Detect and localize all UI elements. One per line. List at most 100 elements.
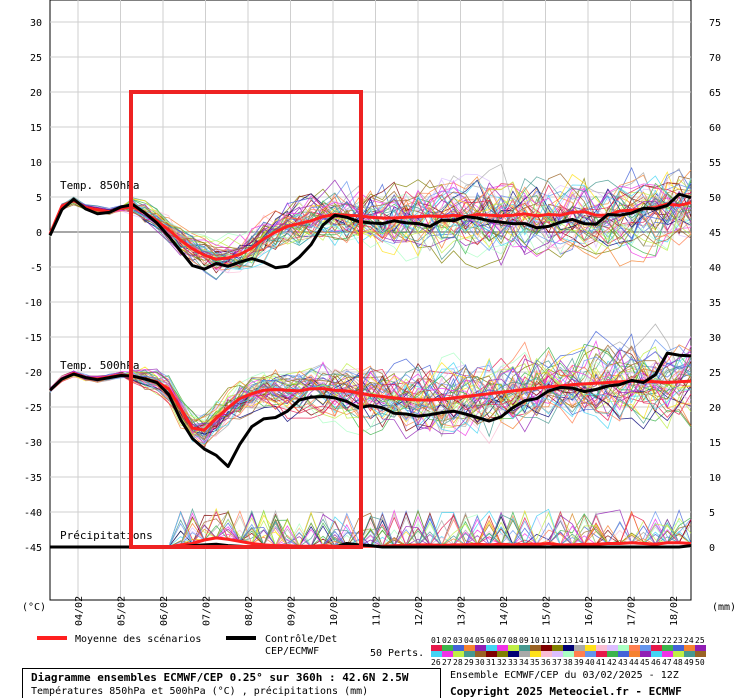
pert-swatch bbox=[563, 645, 574, 651]
pert-label: 32 bbox=[497, 658, 507, 667]
pert-swatch bbox=[695, 651, 706, 657]
pert-swatch bbox=[673, 645, 684, 651]
left-axis-unit: (°C) bbox=[22, 602, 46, 613]
title-box: Diagramme ensembles ECMWF/CEP 0.25° sur … bbox=[22, 668, 441, 698]
legend-mean-label: Moyenne des scénarios bbox=[75, 633, 201, 645]
pert-label: 39 bbox=[574, 658, 584, 667]
plot-area bbox=[49, 0, 692, 601]
pert-label: 04 bbox=[464, 636, 474, 645]
ensemble-member-line bbox=[49, 349, 692, 434]
right-tick-label: 30 bbox=[709, 333, 721, 344]
control-line-t850 bbox=[48, 192, 692, 271]
pert-label: 40 bbox=[585, 658, 595, 667]
left-axis: 30 25 20 15 10 5 0 -5 -10 -15 -20 -25 -30 -35 -40 -45 bbox=[24, 18, 42, 554]
pert-swatch bbox=[519, 651, 530, 657]
pert-swatch bbox=[563, 651, 574, 657]
pert-label: 50 bbox=[695, 658, 705, 667]
x-axis: 04/02 05/02 06/02 07/02 08/02 09/02 10/02 11/02… bbox=[74, 596, 680, 626]
pert-swatch bbox=[486, 645, 497, 651]
pert-swatch bbox=[541, 651, 552, 657]
pert-swatch bbox=[640, 645, 651, 651]
left-tick-label: -40 bbox=[24, 508, 42, 519]
left-tick-label: -20 bbox=[24, 368, 42, 379]
right-tick-label: 70 bbox=[709, 53, 721, 64]
pert-swatch bbox=[442, 645, 453, 651]
pert-label: 17 bbox=[607, 636, 617, 645]
legend-control-label-1: Contrôle/Det bbox=[265, 633, 337, 645]
pert-label: 48 bbox=[673, 658, 683, 667]
pert-label: 25 bbox=[695, 636, 705, 645]
pert-swatch bbox=[464, 651, 475, 657]
legend: Moyenne des scénarios Contrôle/Det CEP/E… bbox=[37, 633, 706, 667]
pert-swatch bbox=[464, 645, 475, 651]
mean-line-t850 bbox=[48, 199, 692, 261]
left-tick-label: 25 bbox=[30, 53, 42, 64]
pert-swatch bbox=[552, 651, 563, 657]
pert-label: 14 bbox=[574, 636, 584, 645]
pert-swatch bbox=[596, 645, 607, 651]
pert-swatch bbox=[607, 651, 618, 657]
x-tick-label: 13/02 bbox=[457, 596, 468, 626]
x-tick-label: 08/02 bbox=[244, 596, 255, 626]
pert-label: 02 bbox=[442, 636, 452, 645]
pert-label: 20 bbox=[640, 636, 650, 645]
pert-swatch bbox=[475, 651, 486, 657]
pert-label: 27 bbox=[442, 658, 452, 667]
run-info: Ensemble ECMWF/CEP du 03/02/2025 - 12Z bbox=[450, 670, 679, 681]
perts-grid: 01 02 03 04 05 06 07 08 09 10 11 12 13 14 15 16 17 18 19 20… bbox=[431, 636, 706, 667]
right-tick-label: 65 bbox=[709, 88, 721, 99]
pert-swatch bbox=[651, 645, 662, 651]
pert-swatch bbox=[497, 645, 508, 651]
pert-swatch bbox=[442, 651, 453, 657]
pert-swatch bbox=[662, 651, 673, 657]
pert-label: 19 bbox=[629, 636, 639, 645]
pert-label: 38 bbox=[563, 658, 573, 667]
pert-swatch bbox=[673, 651, 684, 657]
pert-label: 36 bbox=[541, 658, 551, 667]
pert-label: 44 bbox=[629, 658, 639, 667]
pert-swatch bbox=[574, 645, 585, 651]
annotation-precip: Précipitations bbox=[60, 529, 153, 542]
left-tick-label: -30 bbox=[24, 438, 42, 449]
pert-label: 42 bbox=[607, 658, 617, 667]
pert-label: 10 bbox=[530, 636, 540, 645]
copyright: Copyright 2025 Meteociel.fr - ECMWF bbox=[450, 685, 682, 698]
legend-control-label-2: CEP/ECMWF bbox=[265, 646, 319, 657]
ensemble-member-line bbox=[49, 176, 692, 268]
pert-label: 07 bbox=[497, 636, 507, 645]
control-line-t500 bbox=[48, 351, 692, 468]
pert-swatch bbox=[607, 645, 618, 651]
pert-swatch bbox=[431, 651, 442, 657]
pert-swatch bbox=[508, 645, 519, 651]
left-tick-label: -25 bbox=[24, 403, 42, 414]
pert-swatch bbox=[431, 645, 442, 651]
right-tick-label: 20 bbox=[709, 403, 721, 414]
ensemble-member-line bbox=[49, 344, 692, 427]
annotation-t850: Temp. 850hPa bbox=[60, 179, 139, 192]
right-tick-label: 40 bbox=[709, 263, 721, 274]
pert-label: 37 bbox=[552, 658, 562, 667]
pert-label: 21 bbox=[651, 636, 661, 645]
right-tick-label: 10 bbox=[709, 473, 721, 484]
pert-swatch bbox=[475, 645, 486, 651]
pert-label: 15 bbox=[585, 636, 595, 645]
pert-label: 05 bbox=[475, 636, 485, 645]
ensemble-member-line bbox=[49, 173, 692, 257]
left-tick-label: -5 bbox=[30, 263, 42, 274]
pert-label: 09 bbox=[519, 636, 529, 645]
pert-label: 18 bbox=[618, 636, 628, 645]
ensemble-member-line bbox=[49, 360, 692, 441]
x-tick-label: 04/02 bbox=[74, 596, 85, 626]
right-tick-label: 45 bbox=[709, 228, 721, 239]
pert-swatch bbox=[541, 645, 552, 651]
ensemble-member-line bbox=[49, 175, 692, 270]
pert-label: 24 bbox=[684, 636, 694, 645]
pert-label: 16 bbox=[596, 636, 606, 645]
x-tick-label: 17/02 bbox=[627, 596, 638, 626]
right-tick-label: 60 bbox=[709, 123, 721, 134]
pert-label: 23 bbox=[673, 636, 683, 645]
ensemble-member-line bbox=[49, 341, 692, 444]
pert-swatch bbox=[574, 651, 585, 657]
